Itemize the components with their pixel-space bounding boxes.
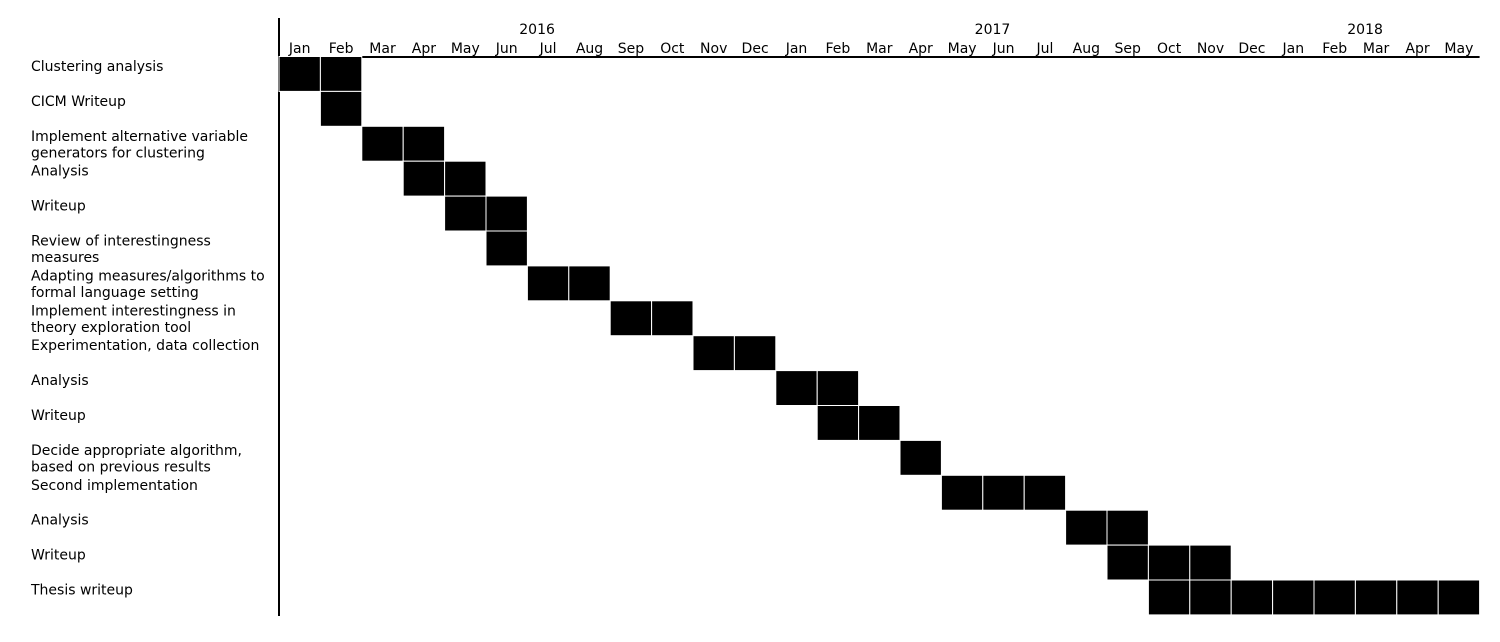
month-tick-label: Jun <box>495 41 518 57</box>
month-tick-label: Jun <box>992 41 1015 57</box>
month-tick-label: May <box>1444 41 1473 57</box>
task-bar-segment <box>485 230 528 267</box>
task-bar-segment <box>982 474 1025 511</box>
month-tick-label: Jan <box>785 41 808 57</box>
task-bar-segment <box>402 125 446 162</box>
task-bar-segment <box>1189 579 1232 616</box>
month-tick-label: Apr <box>909 41 933 57</box>
task-label: theory exploration tool <box>31 320 191 336</box>
task-label: formal language setting <box>31 285 199 301</box>
month-tick-label: Aug <box>1073 41 1100 57</box>
month-tick-label: Dec <box>1238 41 1265 57</box>
task-bar-segment <box>692 335 735 372</box>
task-bar-segment <box>1313 579 1356 616</box>
task-label: Implement interestingness in <box>31 303 236 319</box>
task-label: Thesis writeup <box>30 583 133 599</box>
task-bar-segment <box>319 90 363 127</box>
month-tick-label: Mar <box>369 41 396 57</box>
year-label: 2017 <box>975 22 1011 38</box>
month-tick-label: Sep <box>1115 41 1142 57</box>
task-label: Analysis <box>31 513 89 529</box>
month-tick-label: Apr <box>1405 41 1429 57</box>
month-tick-label: Nov <box>700 41 727 57</box>
task-bar-segment <box>816 370 860 407</box>
task-bar-segment <box>1437 579 1481 616</box>
task-bar-segment <box>485 195 528 232</box>
task-bar-segment <box>775 370 818 407</box>
task-bar-segment <box>444 160 487 197</box>
month-tick-label: Mar <box>866 41 893 57</box>
task-bar-segment <box>1272 579 1315 616</box>
month-tick-label: Nov <box>1197 41 1224 57</box>
task-bar-segment <box>733 335 777 372</box>
month-tick-label: May <box>451 41 480 57</box>
month-tick-label: Aug <box>576 41 603 57</box>
task-bar-segment <box>1147 579 1191 616</box>
task-bar-segment <box>1230 579 1274 616</box>
task-bar-segment <box>568 265 611 302</box>
month-tick-label: Mar <box>1363 41 1390 57</box>
task-bar-segment <box>526 265 570 302</box>
month-tick-label: Oct <box>1157 41 1182 57</box>
month-tick-label: Oct <box>660 41 685 57</box>
task-label: based on previous results <box>31 459 211 475</box>
month-tick-label: Dec <box>742 41 769 57</box>
month-tick-label: Jul <box>1035 41 1053 57</box>
task-bar-segment <box>1106 509 1149 546</box>
month-tick-label: May <box>948 41 977 57</box>
task-label: Writeup <box>31 199 86 215</box>
timeline-axis: Jan Feb Mar Apr May Jun Jul Aug Sep Oct Nov Dec Jan F… <box>278 18 1480 616</box>
month-tick-label: Jan <box>1282 41 1305 57</box>
task-label: Adapting measures/algorithms to <box>31 268 265 284</box>
task-label: generators for clustering <box>31 145 205 161</box>
task-label: Experimentation, data collection <box>31 338 259 354</box>
task-bar-segment <box>651 300 694 337</box>
task-bar-segment <box>1354 579 1398 616</box>
task-labels: Clustering analysis CICM Writeup Implement… <box>30 59 265 599</box>
task-bars <box>278 56 1481 616</box>
task-bar-segment <box>1065 509 1108 546</box>
task-label: measures <box>31 250 99 266</box>
month-tick-label: Jan <box>288 41 311 57</box>
month-tick-label: Feb <box>329 41 354 57</box>
task-bar-segment <box>609 300 653 337</box>
month-tick-label: Jul <box>539 41 557 57</box>
task-label: Analysis <box>31 164 89 180</box>
task-label: Implement alternative variable <box>31 129 248 145</box>
year-label: 2018 <box>1347 22 1383 38</box>
task-label: Review of interestingness <box>31 234 211 250</box>
task-bar-segment <box>319 56 363 92</box>
task-label: Writeup <box>31 548 86 564</box>
task-label: Writeup <box>31 408 86 424</box>
task-bar-segment <box>940 474 984 511</box>
task-bar-segment <box>1189 544 1232 581</box>
task-bar-segment <box>1023 474 1067 511</box>
task-label: CICM Writeup <box>31 94 126 110</box>
task-label: Clustering analysis <box>31 59 163 75</box>
month-tick-label: Feb <box>826 41 851 57</box>
task-bar-segment <box>816 405 860 441</box>
task-bar-segment <box>444 195 487 232</box>
month-tick-label: Sep <box>618 41 645 57</box>
task-label: Decide appropriate algorithm, <box>31 443 242 459</box>
task-bar-segment <box>858 405 901 441</box>
month-tick-label: Feb <box>1322 41 1347 57</box>
task-bar-segment <box>278 56 321 92</box>
task-bar-segment <box>1147 544 1191 581</box>
task-bar-segment <box>1396 579 1439 616</box>
task-label: Second implementation <box>31 478 198 494</box>
task-bar-segment <box>899 439 942 476</box>
month-tick-label: Apr <box>412 41 436 57</box>
year-label: 2016 <box>519 22 555 38</box>
task-label: Analysis <box>31 373 89 389</box>
task-bar-segment <box>1106 544 1149 581</box>
task-bar-segment <box>402 160 446 197</box>
task-bar-segment <box>361 125 404 162</box>
